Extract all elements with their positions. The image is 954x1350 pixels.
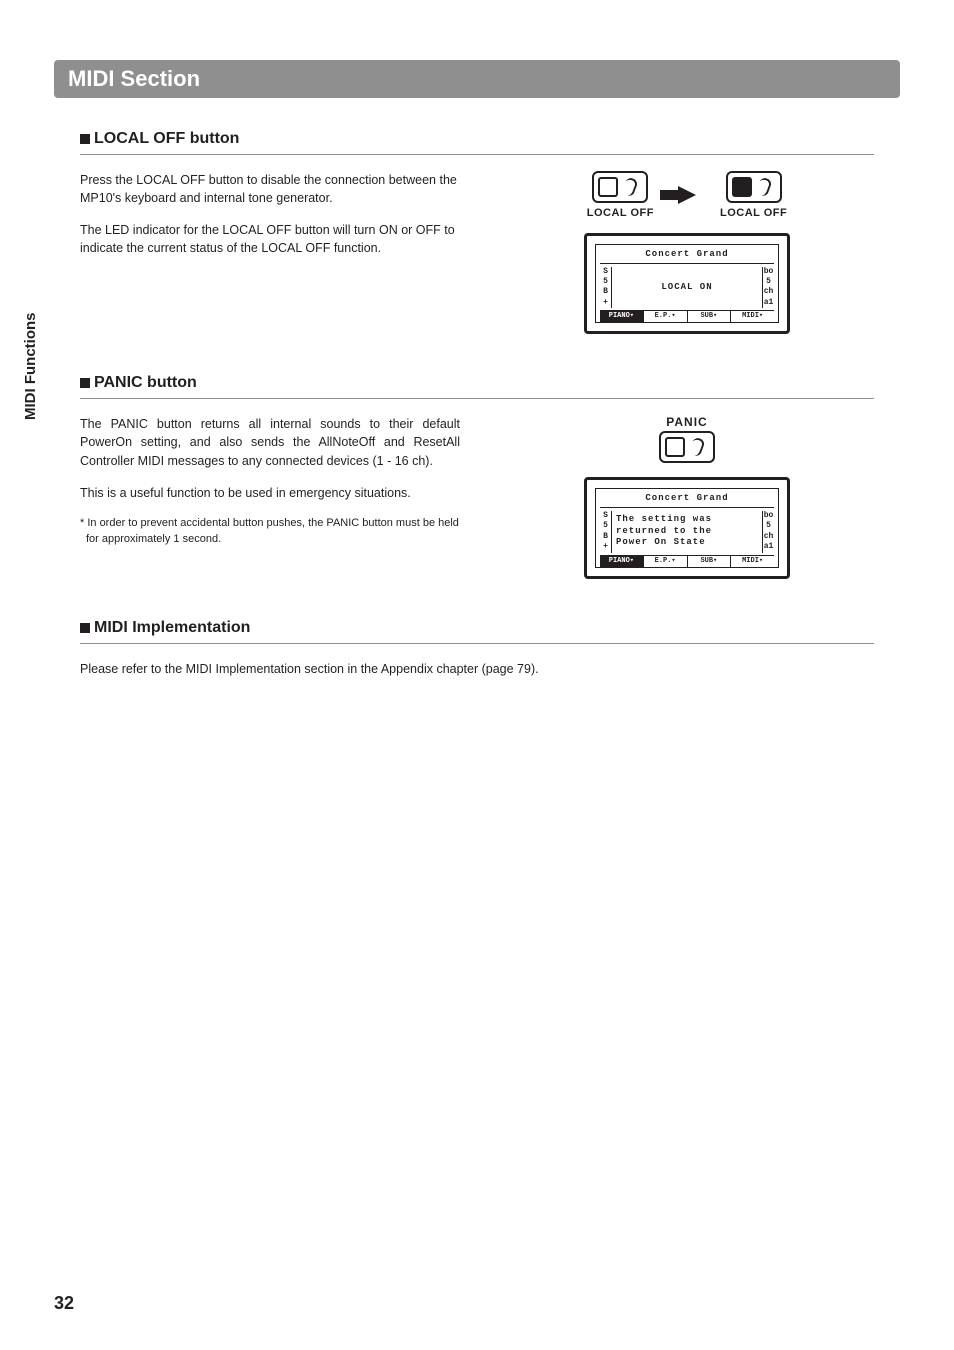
lcd-tab-midi: MIDI▾ [731,311,774,322]
finger-press-icon [622,176,639,197]
panic-text-col: The PANIC button returns all internal so… [80,415,460,578]
heading-midi-impl-text: MIDI Implementation [94,619,250,637]
heading-local-off: LOCAL OFF button [80,130,874,155]
section-header: MIDI Section [54,60,900,98]
lcd-tabs: PIANO▾ E.P.▾ SUB▾ MIDI▾ [600,555,774,567]
lcd-tab-sub: SUB▾ [688,311,732,322]
lcd-r1: 5 [763,277,774,287]
lcd-r2: ch [763,532,774,542]
lcd-r1: 5 [763,521,774,531]
heading-midi-impl: MIDI Implementation [80,619,874,644]
lcd-title: Concert Grand [600,493,774,508]
midi-impl-para: Please refer to the MIDI Implementation … [80,660,874,678]
lcd-left-labels: S 5 B + [600,511,612,553]
panic-btn-wrap: PANIC [659,415,715,463]
local-off-illustration: LOCAL OFF LOCAL OFF Concert Grand S [500,171,874,334]
panic-note: * In order to prevent accidental button … [80,516,460,548]
local-off-row: Press the LOCAL OFF button to disable th… [80,171,874,334]
lcd-center-multi: The setting was returned to the Power On… [612,511,762,553]
local-off-btn-off: LOCAL OFF [587,171,654,219]
heading-local-off-text: LOCAL OFF button [94,130,239,148]
panic-para2: This is a useful function to be used in … [80,484,460,502]
local-off-para1: Press the LOCAL OFF button to disable th… [80,171,460,207]
local-off-label-1: LOCAL OFF [587,207,654,219]
lcd-right-labels: bo 5 ch a1 [762,267,774,309]
square-bullet-icon [80,623,90,633]
lcd-r0: bo [763,267,774,277]
lcd-title: Concert Grand [600,249,774,264]
finger-press-icon [755,176,772,197]
lcd-screen: Concert Grand S 5 B + The setting was re… [595,488,779,567]
local-off-para2: The LED indicator for the LOCAL OFF butt… [80,221,460,257]
lcd-line3: Power On State [616,537,706,549]
lcd-l3: + [600,298,611,308]
local-off-label-2: LOCAL OFF [720,207,787,219]
side-tab-label: MIDI Functions [22,313,39,421]
square-bullet-icon [80,134,90,144]
square-bullet-icon [80,378,90,388]
button-state-row: LOCAL OFF LOCAL OFF [587,171,787,219]
lcd-screen: Concert Grand S 5 B + LOCAL ON bo 5 ch [595,244,779,323]
phys-button-on-icon [726,171,782,203]
local-off-btn-on: LOCAL OFF [720,171,787,219]
lcd-r2: ch [763,287,774,297]
lcd-tab-ep: E.P.▾ [644,556,688,567]
lcd-tab-ep: E.P.▾ [644,311,688,322]
page-content: LOCAL OFF button Press the LOCAL OFF but… [80,130,874,692]
lcd-tab-piano: PIANO▾ [600,556,644,567]
lcd-l1: 5 [600,277,611,287]
panic-illustration: PANIC Concert Grand S 5 B + [500,415,874,578]
button-pad-on-icon [732,177,752,197]
lcd-tab-sub: SUB▾ [688,556,732,567]
panic-phys-button-icon [659,431,715,463]
local-off-text-col: Press the LOCAL OFF button to disable th… [80,171,460,334]
lcd-mid: S 5 B + LOCAL ON bo 5 ch a1 [600,267,774,309]
lcd-line2: returned to the [616,526,712,538]
finger-press-icon [688,437,705,458]
lcd-l2: B [600,532,611,542]
arrow-right-icon [678,186,696,204]
heading-panic-text: PANIC button [94,374,197,392]
lcd-r0: bo [763,511,774,521]
lcd-local-off: Concert Grand S 5 B + LOCAL ON bo 5 ch [584,233,790,334]
lcd-panic: Concert Grand S 5 B + The setting was re… [584,477,790,578]
lcd-l2: B [600,287,611,297]
lcd-line1: The setting was [616,514,712,526]
lcd-l0: S [600,267,611,277]
panic-row: The PANIC button returns all internal so… [80,415,874,578]
lcd-l1: 5 [600,521,611,531]
lcd-left-labels: S 5 B + [600,267,612,309]
lcd-center-text: LOCAL ON [612,267,762,309]
lcd-tab-piano: PIANO▾ [600,311,644,322]
heading-panic: PANIC button [80,374,874,399]
lcd-tab-midi: MIDI▾ [731,556,774,567]
lcd-mid: S 5 B + The setting was returned to the … [600,511,774,553]
phys-button-icon [592,171,648,203]
lcd-r3: a1 [763,542,774,552]
section-header-title: MIDI Section [68,66,200,92]
panic-btn-label: PANIC [666,415,707,429]
button-pad-icon [665,437,685,457]
lcd-l3: + [600,542,611,552]
panic-para1: The PANIC button returns all internal so… [80,415,460,469]
lcd-l0: S [600,511,611,521]
page-number: 32 [54,1293,74,1314]
lcd-right-labels: bo 5 ch a1 [762,511,774,553]
lcd-tabs: PIANO▾ E.P.▾ SUB▾ MIDI▾ [600,310,774,322]
button-pad-icon [598,177,618,197]
lcd-r3: a1 [763,298,774,308]
